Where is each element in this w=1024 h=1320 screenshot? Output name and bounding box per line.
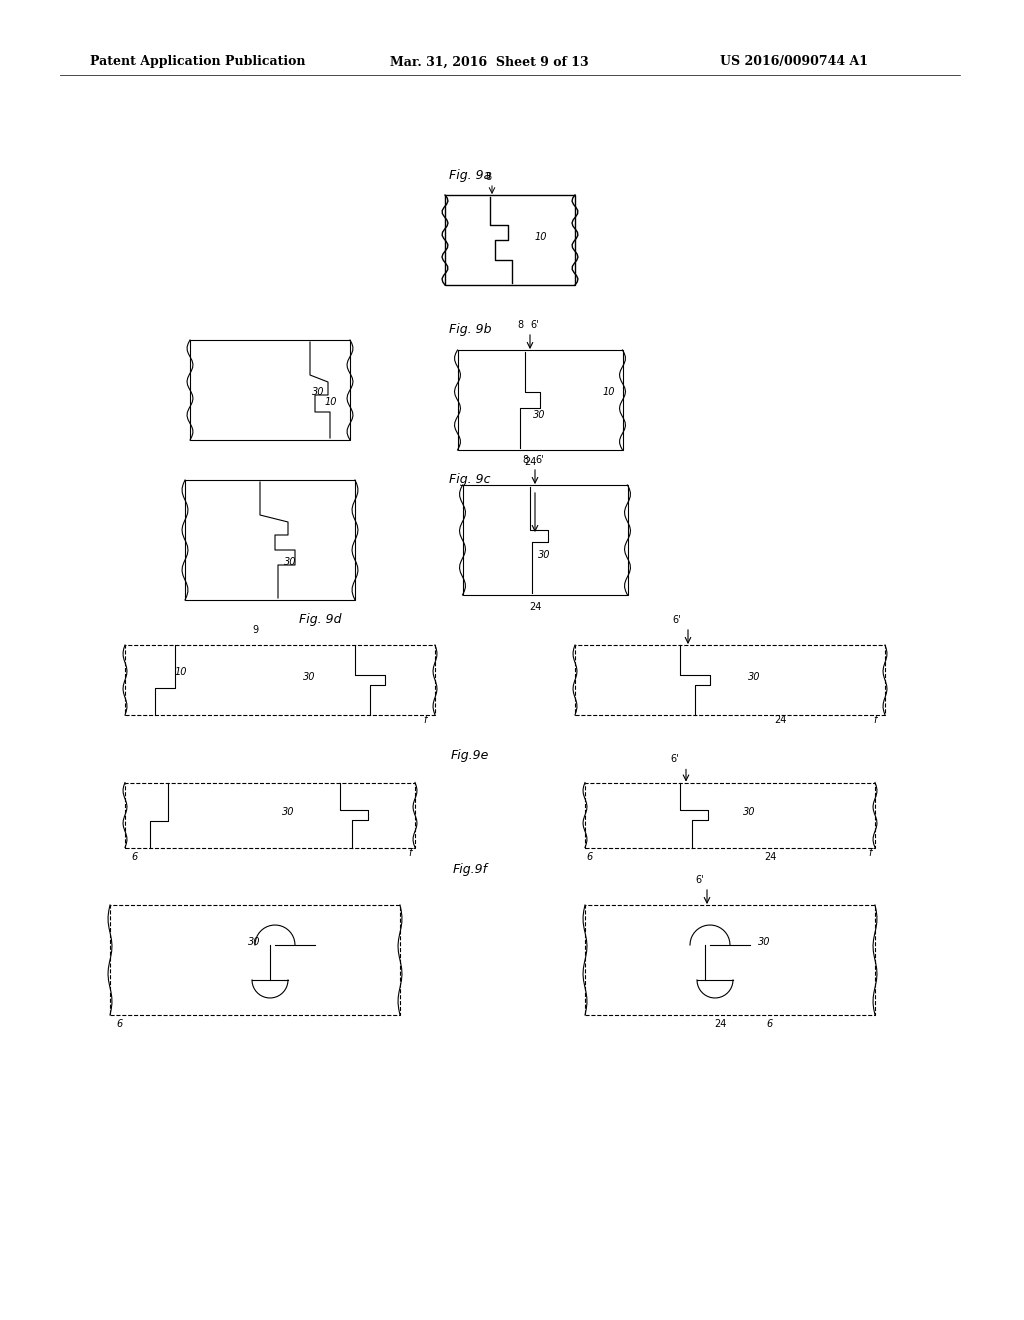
Bar [241, 556, 279, 574]
Bar [498, 550, 532, 566]
Bar [110, 906, 400, 1015]
Bar [458, 350, 623, 450]
Text: 30: 30 [312, 387, 325, 397]
Bar [712, 808, 740, 821]
Text: Fig. 9b: Fig. 9b [449, 323, 492, 337]
Bar [125, 783, 415, 847]
Text: 6: 6 [767, 1019, 773, 1030]
Bar [125, 645, 435, 715]
Text: US 2016/0090744 A1: US 2016/0090744 A1 [720, 55, 868, 69]
Text: 24: 24 [714, 1019, 726, 1030]
Bar [251, 808, 279, 821]
Text: 24: 24 [764, 851, 776, 862]
Text: 6: 6 [117, 1019, 123, 1030]
Text: 30: 30 [303, 672, 315, 682]
Text: 30: 30 [743, 807, 756, 817]
Text: 9: 9 [252, 624, 258, 635]
Text: f: f [873, 715, 877, 725]
Text: Fig. 9d: Fig. 9d [299, 614, 341, 627]
Text: 8: 8 [522, 455, 528, 465]
Bar [463, 484, 628, 595]
Text: f: f [423, 715, 427, 725]
Text: 10: 10 [175, 667, 187, 677]
Bar [493, 411, 527, 426]
Text: 8: 8 [485, 172, 492, 182]
Text: 6': 6' [671, 755, 679, 764]
Bar [270, 673, 300, 686]
Text: Mar. 31, 2016  Sheet 9 of 13: Mar. 31, 2016 Sheet 9 of 13 [390, 55, 589, 69]
Bar [725, 939, 755, 952]
Text: f: f [868, 847, 871, 858]
Text: 24: 24 [774, 715, 786, 725]
Text: 30: 30 [758, 937, 770, 946]
Text: f: f [409, 847, 412, 858]
Text: 6': 6' [673, 615, 681, 624]
Text: Fig.9f: Fig.9f [453, 863, 487, 876]
Bar [715, 673, 745, 686]
Text: 6': 6' [530, 319, 540, 330]
Text: 10: 10 [602, 387, 615, 397]
Bar [190, 341, 350, 440]
Text: 24: 24 [524, 457, 537, 467]
Bar [585, 906, 874, 1015]
Bar [575, 645, 885, 715]
Text: 30: 30 [248, 937, 260, 946]
Bar [251, 385, 289, 404]
Text: 6: 6 [132, 851, 138, 862]
Text: 10: 10 [535, 232, 548, 242]
Text: 8: 8 [517, 319, 523, 330]
Text: 30: 30 [538, 550, 550, 560]
Text: 24: 24 [528, 602, 542, 612]
Text: 30: 30 [284, 557, 297, 568]
Bar [185, 480, 355, 601]
Text: 10: 10 [325, 397, 338, 407]
Text: 6': 6' [695, 875, 705, 884]
Text: Patent Application Publication: Patent Application Publication [90, 55, 305, 69]
Text: 30: 30 [532, 411, 545, 420]
Text: 6': 6' [536, 455, 545, 465]
Bar [445, 195, 575, 285]
Text: Fig.9e: Fig.9e [451, 748, 489, 762]
Bar [215, 939, 245, 952]
Bar [585, 783, 874, 847]
Text: Fig. 9a: Fig. 9a [449, 169, 492, 181]
Text: Fig. 9c: Fig. 9c [450, 474, 490, 487]
Text: 30: 30 [748, 672, 761, 682]
Text: 6: 6 [587, 851, 593, 862]
Text: 30: 30 [282, 807, 295, 817]
